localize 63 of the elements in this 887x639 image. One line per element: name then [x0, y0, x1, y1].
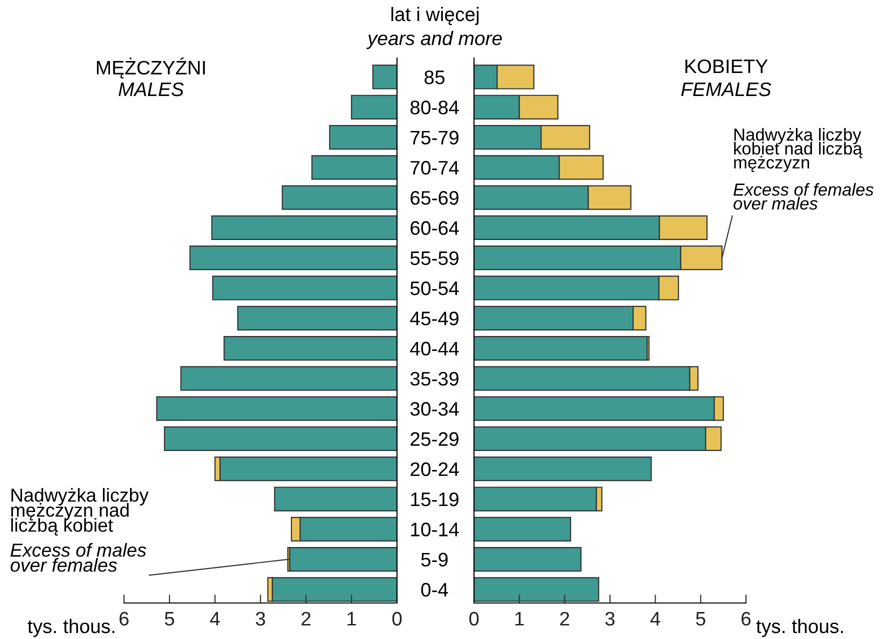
bar: [224, 336, 397, 361]
x-tick-label: 1: [515, 612, 524, 626]
annotation: Excess of males over females: [10, 543, 146, 572]
x-tick-label: 2: [302, 612, 310, 626]
text: years and more: [366, 30, 502, 50]
x-tick-label: 2: [560, 612, 570, 626]
bar: [372, 64, 397, 90]
y-tick-label: 60-64: [410, 221, 459, 235]
x-tick-label: 5: [696, 612, 706, 626]
annotation: Excess of females over males: [734, 183, 874, 210]
bar: [274, 486, 397, 512]
x-tick-label: 4: [210, 612, 220, 626]
bar: [311, 155, 397, 180]
y-tick-label: 75-79: [410, 130, 458, 145]
x-tick-label: 3: [256, 612, 266, 626]
chart-title: KOBIETY: [685, 59, 768, 74]
bar: [211, 215, 397, 240]
bar: [237, 306, 397, 330]
bar: [180, 366, 397, 391]
y-tick-label: 65-69: [410, 191, 458, 205]
y-tick-label: 80-84: [410, 100, 459, 114]
bar: [474, 546, 582, 572]
x-tick-label: 0: [469, 612, 479, 626]
bar: [329, 124, 397, 150]
x-tick-label: 6: [120, 612, 129, 626]
bar: [156, 396, 397, 421]
y-tick-label: 30-34: [410, 402, 459, 416]
y-tick-label: 25-29: [410, 432, 458, 446]
x-axis-title: tys. thous.: [756, 618, 843, 638]
x-tick-label: 6: [742, 612, 751, 626]
chart-title: MĘŻCZYŹNI: [96, 58, 205, 78]
annotation: Nadwyżka liczby mężczyzn nad liczbą kobiet: [11, 488, 149, 536]
y-tick-label: 15-19: [411, 492, 458, 506]
x-tick-label: 3: [605, 612, 615, 626]
annotation: Nadwyżka liczby kobiet nad liczbą mężczyzn: [734, 128, 862, 172]
text: MALES: [118, 82, 184, 96]
bar: [474, 336, 648, 361]
y-tick-label: 55-59: [410, 251, 458, 266]
text: FEMALES: [681, 82, 772, 96]
text: lat i więcej: [391, 6, 479, 26]
bar: [164, 426, 397, 452]
bar: [474, 516, 572, 542]
y-tick-label: 50-54: [410, 281, 459, 296]
x-tick-label: 0: [392, 612, 402, 626]
bar: [474, 577, 600, 602]
y-tick-label: 0-4: [421, 582, 448, 597]
y-tick-label: 35-39: [410, 372, 458, 386]
bar: [189, 246, 397, 270]
y-tick-label: 85: [424, 70, 444, 84]
x-tick-label: 4: [650, 612, 660, 626]
bar: [350, 94, 397, 120]
x-tick-label: 5: [164, 612, 174, 626]
y-tick-label: 40-44: [410, 342, 459, 356]
y-tick-label: 5-9: [421, 552, 448, 567]
y-tick-label: 70-74: [410, 160, 459, 175]
bar: [474, 456, 652, 482]
bar: [212, 276, 397, 300]
y-tick-label: 20-24: [410, 462, 459, 476]
x-axis-title: tys. thous.: [28, 618, 114, 638]
y-tick-label: 10-14: [411, 522, 459, 536]
y-tick-label: 45-49: [410, 312, 458, 326]
bar: [282, 185, 397, 210]
x-tick-label: 1: [348, 612, 356, 626]
